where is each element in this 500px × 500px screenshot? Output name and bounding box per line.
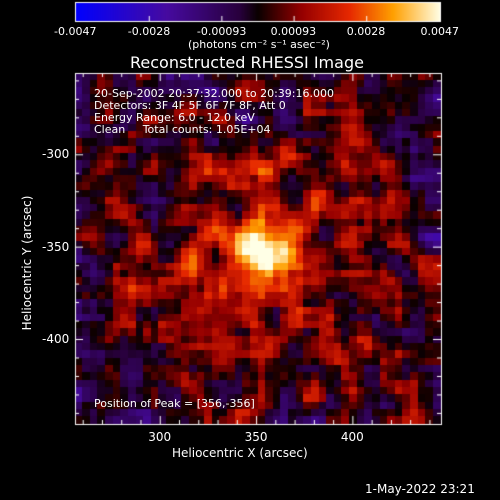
colorbar-unit-label: (photons cm⁻² s⁻¹ asec⁻²): [188, 38, 330, 51]
annotation-line: Clean Total counts: 1.05E+04: [94, 123, 271, 136]
annotation-line: Energy Range: 6.0 - 12.0 keV: [94, 111, 255, 124]
colorbar-tick-label: 0.0047: [420, 25, 460, 38]
colorbar-tick-label: 0.0028: [346, 25, 386, 38]
peak-position-label: Position of Peak = [356,-356]: [94, 397, 255, 410]
y-tick-label: -400: [42, 332, 70, 347]
footer-date: 1-May-2022 23:21: [365, 482, 475, 496]
x-tick-label: 300: [148, 430, 172, 444]
annotation-line: 20-Sep-2002 20:37:32.000 to 20:39:16.000: [94, 87, 334, 100]
colorbar-tick-label: 0.00093: [270, 25, 317, 38]
y-tick-label: -300: [42, 147, 70, 162]
colorbar-tick-label: -0.00093: [196, 25, 247, 38]
x-tick-label: 400: [340, 430, 364, 444]
x-axis-label: Heliocentric X (arcsec): [172, 446, 308, 460]
colorbar-tick-label: -0.0028: [127, 25, 171, 38]
colorbar-tick-label: -0.0047: [54, 25, 97, 38]
x-tick-label: 350: [244, 430, 268, 444]
chart-title: Reconstructed RHESSI Image: [130, 53, 364, 72]
y-tick-label: -350: [42, 239, 70, 254]
y-axis-label: Heliocentric Y (arcsec): [20, 195, 34, 331]
annotation-line: Detectors: 3F 4F 5F 6F 7F 8F, Att 0: [94, 99, 286, 112]
